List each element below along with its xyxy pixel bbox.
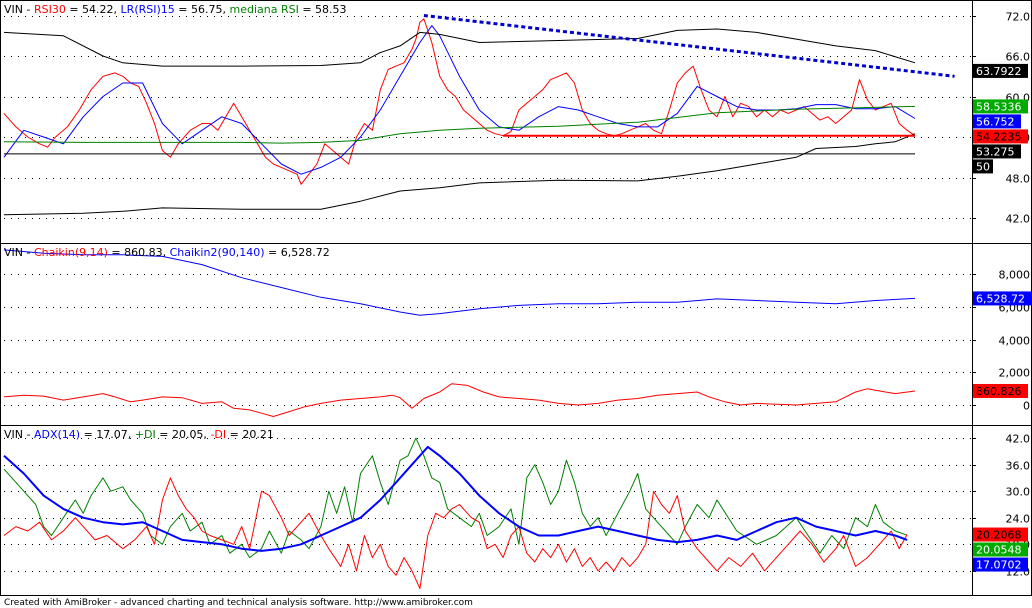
- footer-credit: Created with AmiBroker - advanced charti…: [4, 598, 473, 608]
- value-tag: 53.275: [973, 144, 1021, 159]
- title-part: = 20.05,: [156, 428, 211, 441]
- title-part: ADX(14): [34, 428, 80, 441]
- title-part: = 58.53: [299, 3, 347, 16]
- y-tick-label: 42.0: [1006, 213, 1031, 226]
- panel-frame: [0, 0, 1032, 244]
- series-line--di: [3, 437, 908, 559]
- value-tag-bg: [973, 129, 1028, 144]
- value-tag-label: 50: [976, 160, 990, 173]
- value-tag: 860.826: [973, 383, 1028, 398]
- value-tag: 63.7922: [973, 63, 1028, 78]
- title-part: VIN -: [4, 428, 34, 441]
- title-part: VIN -: [4, 3, 34, 16]
- title-part: = 54.22,: [66, 3, 121, 16]
- panel-title: VIN - ADX(14) = 17.07, +DI = 20.05, -DI …: [4, 428, 274, 441]
- title-part: mediana RSI: [229, 3, 298, 16]
- title-part: VIN -: [4, 246, 34, 259]
- title-part: +DI: [135, 428, 156, 441]
- value-tag-label: 17.0702: [976, 559, 1022, 572]
- value-tag-label: 20.2068: [976, 529, 1022, 542]
- y-tick-label: 4,000: [999, 335, 1031, 348]
- y-tick-label: 66.0: [1006, 51, 1031, 64]
- y-tick-label: 8,000: [999, 269, 1031, 282]
- value-tag-bg: [973, 383, 1028, 398]
- title-part: = 17.07,: [80, 428, 135, 441]
- value-tag-bg: [973, 144, 1021, 159]
- value-tag: 17.0702: [973, 557, 1028, 572]
- value-tag-label: 63.7922: [976, 65, 1022, 78]
- value-tag-label: 54.2235: [976, 130, 1022, 143]
- value-tag: 6,528.72: [973, 291, 1032, 306]
- series-line-mediana-rsi: [3, 105, 916, 144]
- title-part: = 860.83,: [108, 246, 170, 259]
- value-tag: 20.0548: [973, 542, 1028, 557]
- title-part: Chaikin(9,14): [34, 246, 108, 259]
- value-tag-label: 53.275: [976, 145, 1015, 158]
- series-line-line-7: [423, 14, 955, 78]
- y-tick-label: 2,000: [999, 367, 1031, 380]
- title-part: LR(RSI)15: [121, 3, 175, 16]
- y-tick-label: 42.0: [1006, 433, 1031, 446]
- value-tag-bg: [973, 557, 1028, 572]
- value-tag-label: 58.5336: [976, 100, 1022, 113]
- series-line-chaikin2-90-140-: [3, 249, 916, 316]
- value-tag: 20.2068: [973, 527, 1028, 542]
- panel-frame: [0, 425, 1032, 596]
- value-tag-bg: [973, 99, 1028, 114]
- series-line-rsi30: [3, 18, 916, 185]
- value-tag-bg: [973, 114, 1021, 129]
- panel-title: VIN - Chaikin(9,14) = 860.83, Chaikin2(9…: [4, 246, 330, 259]
- title-part: RSI30: [34, 3, 66, 16]
- title-part: = 20.21: [226, 428, 274, 441]
- value-tag-label: 860.826: [976, 385, 1022, 398]
- value-tag-label: 56.752: [976, 115, 1015, 128]
- series-line-adx-14-: [3, 445, 908, 552]
- series-line-chaikin-9-14-: [3, 383, 916, 417]
- y-tick-label: 48.0: [1006, 173, 1031, 186]
- value-tag-bg: [973, 542, 1028, 557]
- value-tag-bg: [973, 527, 1028, 542]
- series-line-line-3: [3, 28, 916, 67]
- title-part: Chaikin2(90,140): [170, 246, 265, 259]
- y-tick-label: 0: [1023, 400, 1030, 413]
- value-tag-label: 6,528.72: [976, 292, 1025, 305]
- y-tick-label: 24.0: [1006, 513, 1031, 526]
- panel-title: VIN - RSI30 = 54.22, LR(RSI)15 = 56.75, …: [4, 3, 347, 16]
- value-tag-bg: [973, 159, 993, 174]
- series-line-line-4: [3, 133, 916, 216]
- series-line--di: [3, 477, 908, 590]
- y-tick-label: 72.0: [1006, 11, 1031, 24]
- value-tag: 58.5336: [973, 99, 1028, 114]
- y-tick-label: 30.0: [1006, 486, 1031, 499]
- title-part: = 56.75,: [175, 3, 230, 16]
- title-part: -DI: [210, 428, 226, 441]
- value-tag: 54.2235: [973, 129, 1028, 144]
- value-tag: 50: [973, 159, 993, 174]
- value-tag-bg: [973, 291, 1032, 306]
- value-tag: 56.752: [973, 114, 1021, 129]
- y-tick-label: 36.0: [1006, 460, 1031, 473]
- value-tag-bg: [973, 63, 1028, 78]
- series-line-lr-rsi-15: [3, 25, 916, 175]
- value-tag-label: 20.0548: [976, 544, 1022, 557]
- title-part: = 6,528.72: [265, 246, 330, 259]
